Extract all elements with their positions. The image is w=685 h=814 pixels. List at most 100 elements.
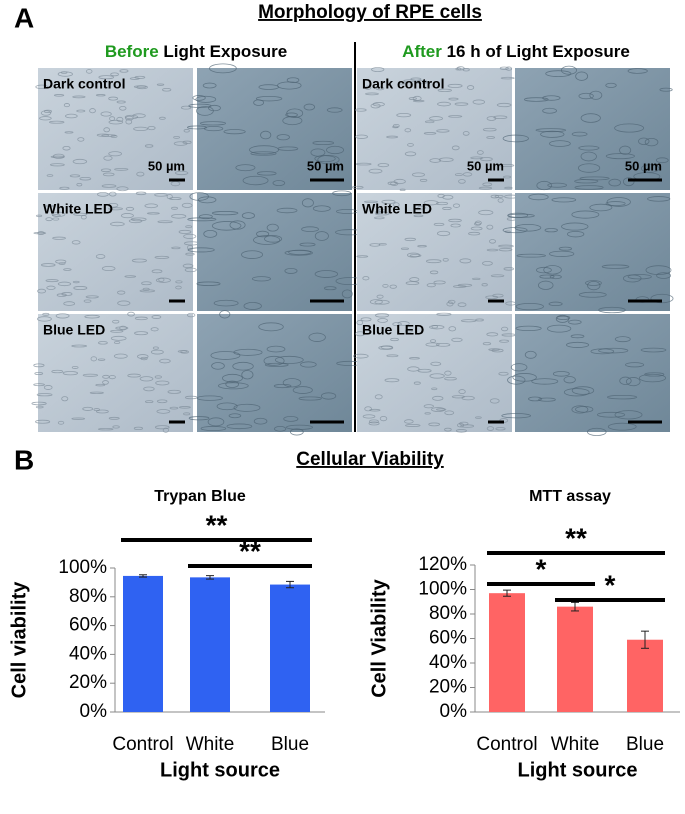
cell (659, 87, 673, 92)
header-highlight: After (402, 42, 442, 61)
cell (229, 220, 246, 230)
cell (481, 283, 488, 287)
cell (489, 398, 500, 404)
cell (374, 216, 385, 220)
cell (495, 427, 506, 431)
cell (185, 252, 195, 256)
cell (356, 320, 364, 326)
cell (167, 389, 182, 394)
cell (524, 97, 549, 102)
cell (223, 129, 246, 135)
cell (72, 95, 86, 99)
cell (57, 281, 72, 287)
cell (641, 164, 660, 173)
cell (36, 316, 52, 322)
cell (577, 163, 601, 173)
cell (614, 123, 645, 133)
cell (301, 198, 314, 208)
cell (433, 280, 446, 285)
cell (647, 196, 671, 202)
cell (108, 151, 122, 157)
cell (76, 109, 86, 113)
cell (69, 174, 81, 178)
cell (198, 196, 217, 204)
cell (578, 145, 600, 151)
cell (448, 326, 457, 332)
cell (71, 344, 87, 348)
cell (535, 128, 567, 133)
cell (619, 376, 632, 385)
cell (486, 136, 496, 139)
cell (400, 247, 409, 250)
cell (35, 84, 49, 90)
significance-label: ** (565, 522, 587, 553)
cell (622, 177, 635, 187)
cell (425, 342, 440, 347)
cell (410, 77, 422, 81)
cell (531, 378, 559, 385)
cell (213, 299, 239, 307)
cell (196, 281, 221, 286)
cell (298, 396, 322, 401)
cell (528, 193, 549, 201)
cell (127, 311, 135, 317)
cell (187, 125, 208, 130)
cell (137, 354, 149, 359)
cell (107, 202, 119, 208)
cell (614, 410, 643, 420)
cell (587, 427, 607, 436)
cell (578, 291, 607, 298)
cell (260, 130, 272, 140)
y-tick-label: 0% (80, 701, 108, 722)
cell (644, 137, 659, 147)
cell (510, 363, 528, 372)
cell (417, 205, 426, 210)
cell (454, 102, 469, 106)
cell (516, 253, 546, 258)
cell (112, 425, 120, 429)
cell (432, 395, 444, 401)
cell (131, 258, 147, 263)
cell (113, 353, 128, 359)
y-axis-title: Cell Viability (368, 578, 390, 697)
cell (133, 85, 147, 89)
error-bar (503, 589, 511, 597)
column-header: After 16 h of Light Exposure (402, 42, 630, 61)
cell (396, 112, 412, 118)
cell (133, 426, 144, 431)
cell (607, 422, 637, 431)
cell (496, 102, 512, 108)
cell (444, 410, 455, 416)
cell (503, 267, 515, 271)
cell (282, 116, 303, 126)
cell (119, 325, 127, 331)
cell (33, 363, 45, 368)
cell (65, 113, 78, 119)
cell (37, 288, 47, 294)
scale-label: 50 µm (467, 158, 504, 173)
cell (125, 119, 133, 125)
cell (605, 82, 617, 88)
cell (110, 329, 124, 333)
cell (458, 179, 466, 184)
cell (300, 361, 317, 368)
cell (100, 168, 112, 173)
cell (61, 396, 69, 402)
cell (108, 207, 123, 211)
cell (187, 247, 215, 253)
cell (303, 103, 316, 111)
cell (442, 194, 454, 200)
cell (655, 157, 669, 164)
cell (116, 116, 124, 122)
cell (538, 280, 554, 290)
cell (301, 226, 319, 233)
cell (494, 194, 504, 198)
panel-title: Morphology of RPE cells (258, 2, 482, 23)
cell (71, 366, 79, 369)
cell (442, 206, 452, 210)
cell (314, 270, 339, 278)
cell (392, 322, 402, 327)
cell (113, 341, 121, 344)
cell (606, 197, 631, 207)
cell (607, 394, 638, 400)
